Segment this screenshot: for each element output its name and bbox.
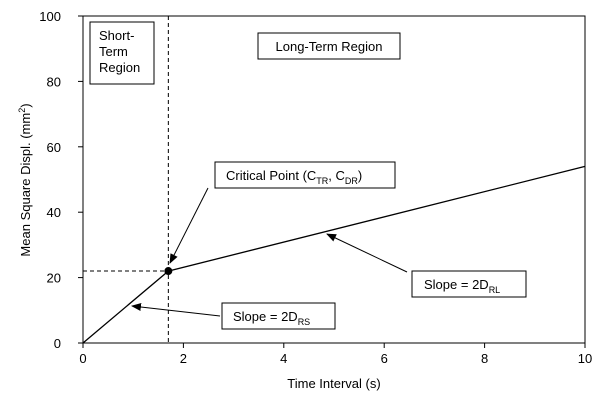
slope-short-arrow [131, 303, 221, 317]
slope-short-box [221, 302, 336, 330]
x-tick-label: 0 [79, 351, 86, 366]
critical-point-marker [164, 267, 173, 276]
long-term-label: Long-Term Region [276, 39, 383, 54]
slope-long-arrow [326, 233, 408, 273]
short-term-box [89, 21, 155, 85]
short-term-label: Short-Term Region [99, 28, 140, 75]
slope-short-label: Slope = 2DRS [233, 309, 310, 327]
x-tick-label: 4 [280, 351, 287, 366]
x-tick-label: 6 [381, 351, 388, 366]
x-tick-label: 8 [481, 351, 488, 366]
y-tick-label: 100 [39, 9, 61, 24]
x-tick-label: 10 [578, 351, 592, 366]
y-axis-title: Mean Square Displ. (mm2) [17, 103, 33, 256]
x-axis-title: Time Interval (s) [287, 376, 380, 391]
y-tick-label: 0 [54, 336, 61, 351]
slope-long-label: Slope = 2DRL [424, 277, 500, 295]
y-tick-label: 80 [47, 74, 61, 89]
y-tick-label: 60 [47, 140, 61, 155]
y-tick-label: 20 [47, 271, 61, 286]
x-axis: 0 2 4 6 8 10 [79, 343, 592, 366]
critical-point-label: Critical Point (CTR, CDR) [226, 168, 362, 186]
plot-frame [82, 15, 586, 344]
critical-point-box [214, 161, 396, 189]
long-term-box [257, 32, 401, 60]
critical-point-arrow [169, 187, 209, 264]
y-axis: 0 20 40 60 80 100 [39, 9, 83, 351]
x-tick-label: 2 [180, 351, 187, 366]
slope-long-box [411, 270, 527, 298]
y-tick-label: 40 [47, 205, 61, 220]
